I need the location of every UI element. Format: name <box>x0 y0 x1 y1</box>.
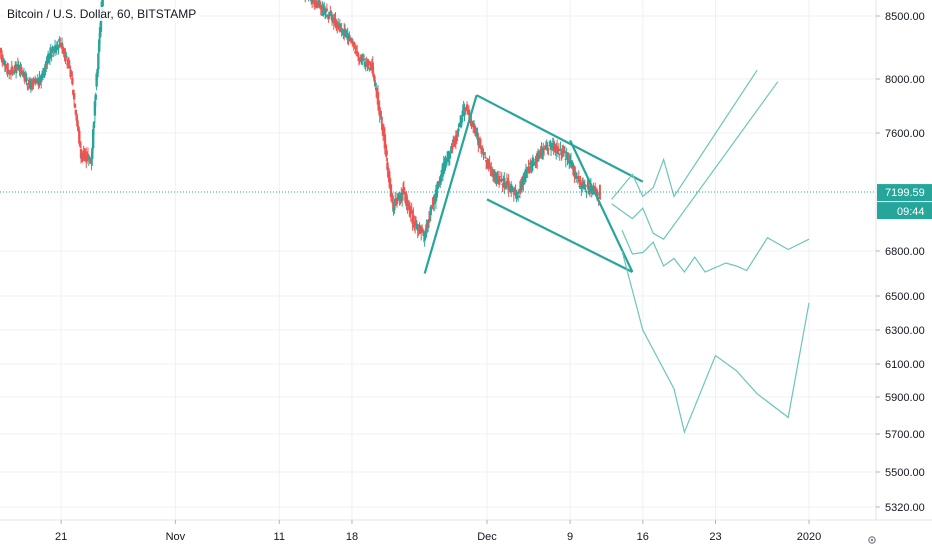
candle-body <box>101 0 103 6</box>
candle-body <box>369 61 371 64</box>
candle-body <box>547 149 549 150</box>
candle-body <box>25 77 27 81</box>
price-tick-label: 8500.00 <box>885 11 925 23</box>
price-tick-label: 5700.00 <box>885 429 925 441</box>
candle-body <box>391 196 393 204</box>
candle-body <box>484 157 486 158</box>
candlesticks <box>0 0 602 247</box>
chart-legend-header: Bitcoin / U.S. Dollar, 60, BITSTAMP <box>4 7 199 21</box>
price-tick-label: 5500.00 <box>885 467 925 479</box>
price-tick-label: 6800.00 <box>885 246 925 258</box>
candle-body <box>533 159 535 160</box>
candle-body <box>52 53 54 54</box>
candle-body <box>499 176 501 177</box>
candle-body <box>71 78 73 84</box>
time-tick-label: 21 <box>55 531 67 543</box>
interval-label[interactable]: 60 <box>117 7 130 21</box>
candle-body <box>50 55 52 57</box>
candle-body <box>407 201 409 203</box>
price-tick-label: 5320.00 <box>885 502 925 514</box>
candle-body <box>451 143 453 149</box>
time-tick-label: 9 <box>567 531 573 543</box>
projection-path <box>612 70 758 199</box>
settings-gear-icon[interactable] <box>866 534 878 546</box>
candle-body <box>393 207 395 210</box>
symbol-name[interactable]: Bitcoin / U.S. Dollar <box>7 7 110 21</box>
candle-body <box>466 104 468 109</box>
time-tick-label: 18 <box>346 531 358 543</box>
exchange-label: BITSTAMP <box>137 7 196 21</box>
price-tick-label: 6300.00 <box>885 325 925 337</box>
time-tick-label: Nov <box>166 531 186 543</box>
price-tick-label: 7600.00 <box>885 128 925 140</box>
projection-path <box>612 82 778 240</box>
candle-body <box>65 56 67 58</box>
candle-body <box>11 69 13 70</box>
countdown-label: 09:44 <box>897 206 925 218</box>
candle-body <box>95 94 97 99</box>
time-tick-label: 2020 <box>797 531 821 543</box>
pattern-trendline <box>487 199 632 272</box>
price-tick-label: 6500.00 <box>885 291 925 303</box>
price-tick-label: 8000.00 <box>885 74 925 86</box>
candle-body <box>599 193 601 194</box>
candle-body <box>74 104 76 108</box>
time-axis-background <box>0 520 876 550</box>
candle-body <box>326 9 328 11</box>
candle-body <box>73 93 75 99</box>
time-tick-label: Dec <box>477 531 497 543</box>
grid <box>0 0 876 520</box>
candle-body <box>75 110 77 115</box>
pattern-lines <box>425 95 643 273</box>
candle-body <box>445 161 447 165</box>
last-price-label: 7199.59 <box>885 187 925 199</box>
pattern-trendline <box>425 95 477 273</box>
price-tick-label: 6100.00 <box>885 359 925 371</box>
candle-body <box>97 53 99 69</box>
pattern-trendline <box>477 95 643 182</box>
time-tick-label: 23 <box>709 531 721 543</box>
price-tick-label: 5900.00 <box>885 392 925 404</box>
candle-body <box>505 186 507 188</box>
candle-body <box>385 150 387 156</box>
candle-body <box>457 129 459 132</box>
candle-body <box>363 59 365 60</box>
candle-body <box>480 146 482 147</box>
candle-body <box>412 215 414 222</box>
candle-body <box>579 180 581 181</box>
time-tick-label: 11 <box>274 531 285 543</box>
time-tick-label: 16 <box>637 531 649 543</box>
